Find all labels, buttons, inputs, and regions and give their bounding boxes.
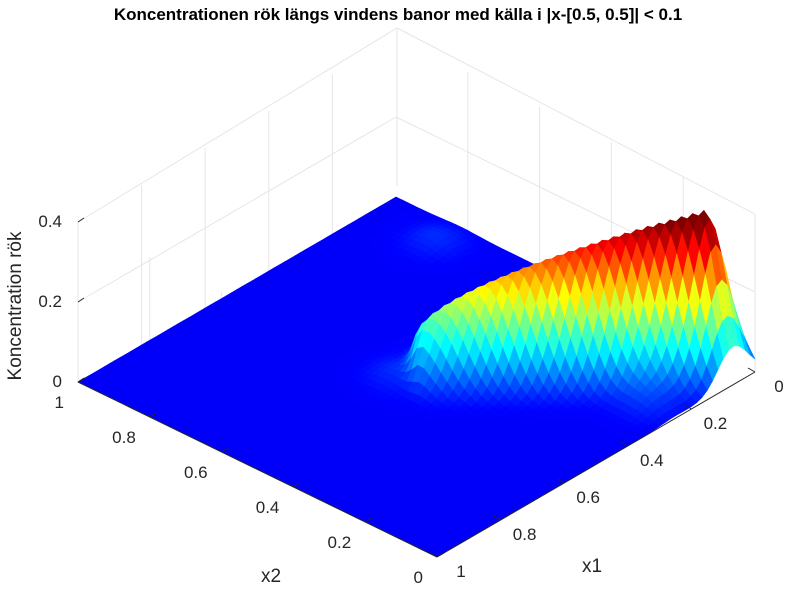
grid-line [77, 116, 397, 303]
tick-mark [149, 412, 158, 418]
x2-tick-label: 1 [55, 393, 64, 412]
x1-tick-label: 0.8 [513, 525, 537, 544]
surface-plot [77, 196, 756, 558]
x2-tick-label: 0.8 [112, 428, 136, 447]
tick-mark [293, 482, 301, 488]
x2-axis-label: x2 [261, 566, 281, 587]
tick-mark [556, 478, 565, 484]
chart-title: Koncentrationen rök längs vindens banor … [114, 5, 682, 24]
z-axis-label: Koncentration rök [5, 231, 26, 380]
x2-tick-label: 0.4 [256, 498, 280, 517]
x1-tick-label: 1 [456, 562, 465, 581]
x2-tick-label: 0.2 [328, 533, 352, 552]
tick-mark [77, 377, 85, 383]
tick-labels: 0 0.2 0.4 0.6 0.8 1 0 0.2 0.4 0.6 0.8 1 0 0.2 0.4 [38, 212, 783, 587]
back-wall-right [396, 27, 756, 372]
tick-mark [221, 447, 229, 453]
tick-mark [747, 367, 756, 373]
tick-mark [493, 515, 501, 521]
z-tick-label: 0 [53, 372, 62, 391]
tick-mark [364, 517, 373, 523]
tick-mark [620, 441, 629, 447]
tick-mark [77, 297, 85, 303]
tick-mark [429, 552, 438, 558]
x2-tick-label: 0 [414, 568, 423, 587]
x1-tick-label: 0.2 [704, 414, 728, 433]
x1-axis-line [436, 371, 756, 558]
x2-axis-line [77, 381, 438, 558]
z-tick-label: 0.2 [38, 292, 62, 311]
x1-axis-label: x1 [582, 556, 602, 577]
tick-mark [77, 217, 85, 223]
x2-tick-label: 0.6 [184, 463, 208, 482]
x1-tick-label: 0.6 [576, 488, 600, 507]
x1-tick-label: 0 [774, 377, 783, 396]
tick-mark [436, 552, 445, 558]
tick-mark [684, 404, 692, 410]
x1-tick-label: 0.4 [640, 451, 664, 470]
z-tick-label: 0.4 [38, 212, 62, 231]
